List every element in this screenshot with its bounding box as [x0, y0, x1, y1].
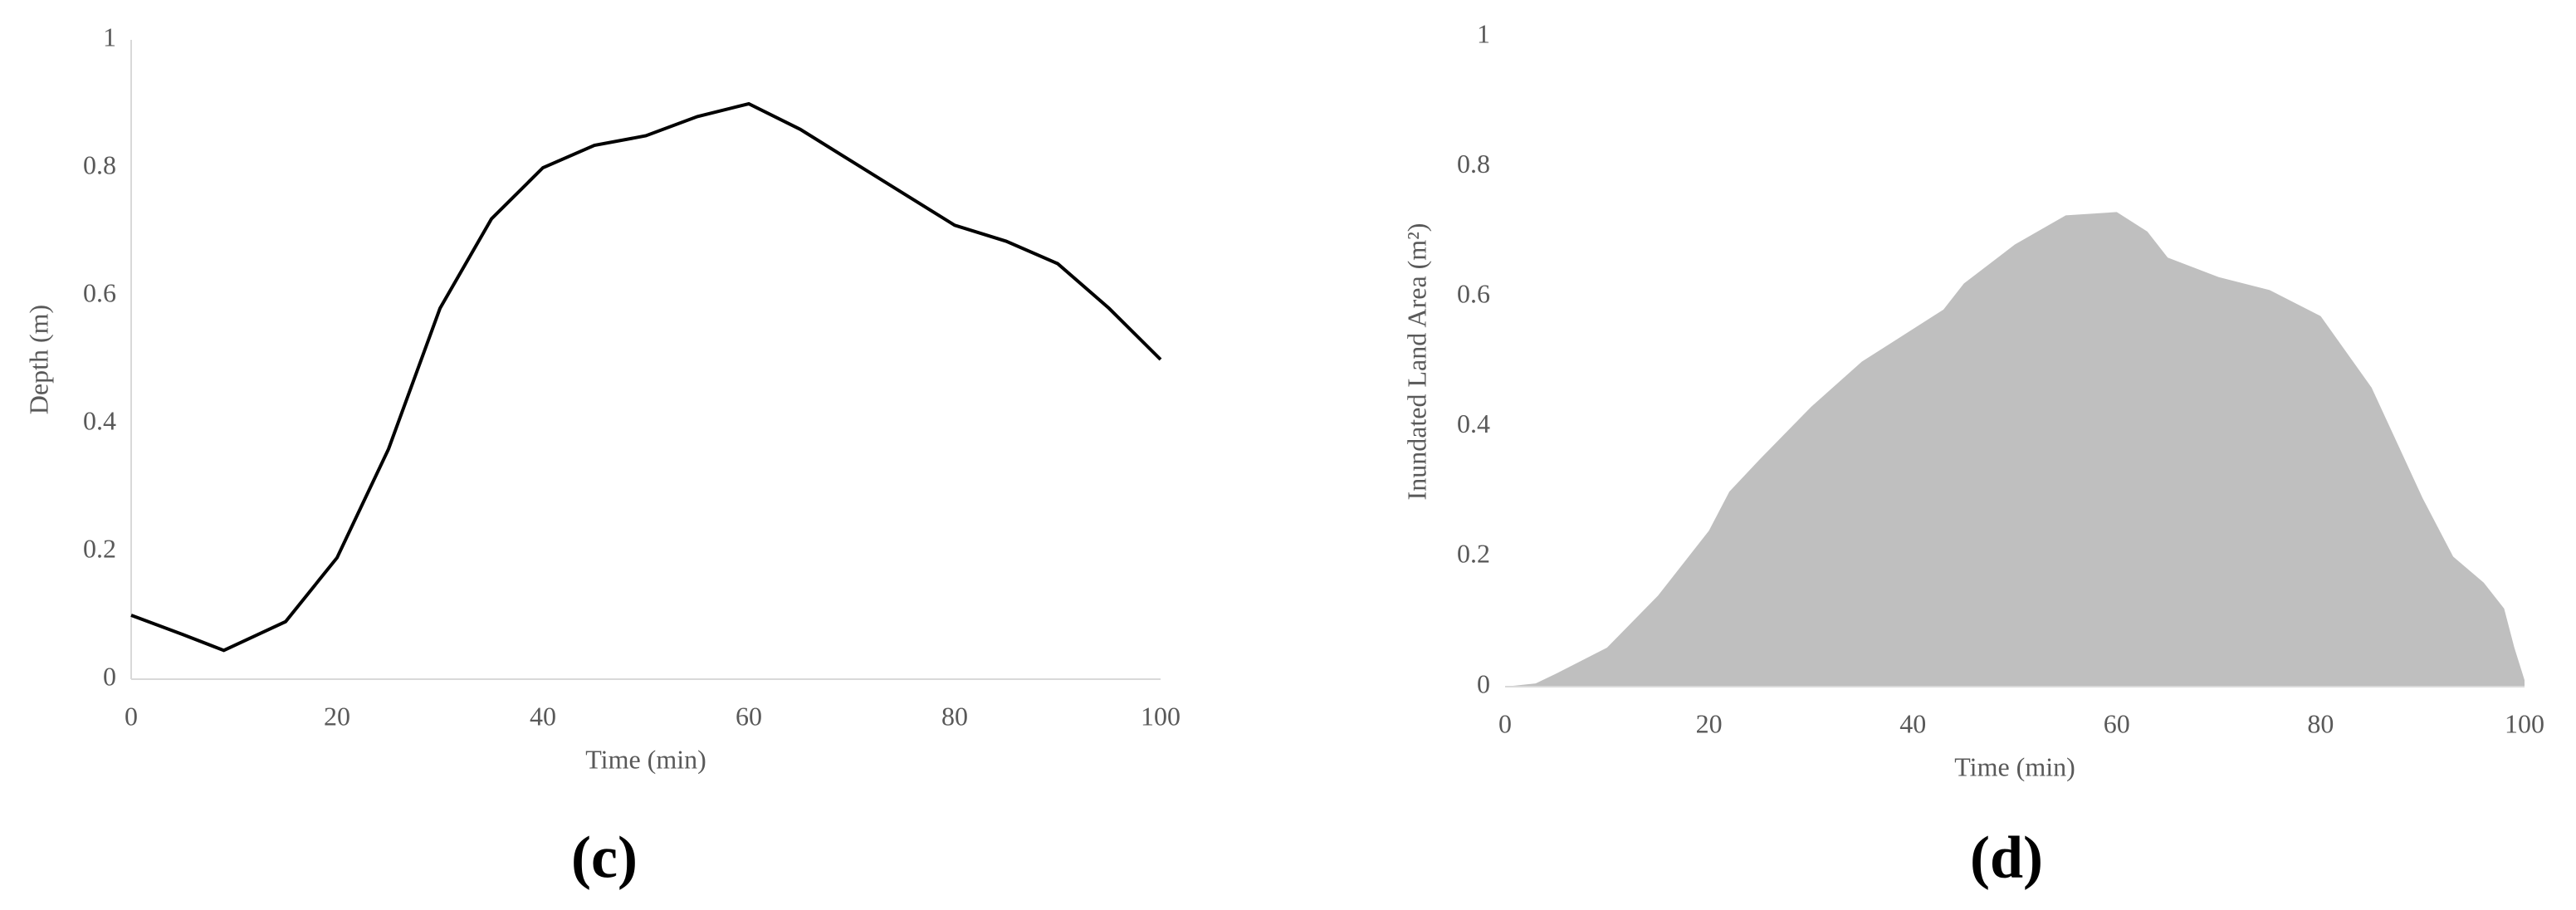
y-tick-label: 0.6: [83, 277, 116, 307]
panel-label: (d): [1970, 824, 2043, 891]
data-area: [1505, 212, 2525, 687]
y-tick-label: 0: [103, 661, 116, 691]
y-tick-label: 0: [1477, 668, 1490, 698]
panel-label: (c): [571, 824, 638, 891]
x-tick-label: 20: [324, 701, 350, 731]
y-axis-title: Depth (m): [23, 305, 53, 414]
y-tick-label: 1: [103, 22, 116, 51]
x-axis-title: Time (min): [1954, 751, 2075, 781]
x-tick-label: 40: [1899, 708, 1926, 738]
x-tick-label: 0: [1498, 708, 1512, 738]
x-tick-label: 60: [736, 701, 762, 731]
y-tick-label: 0.4: [1457, 409, 1490, 438]
x-tick-label: 100: [1141, 701, 1180, 731]
x-tick-label: 20: [1696, 708, 1723, 738]
y-tick-label: 0.2: [1457, 539, 1490, 569]
x-tick-label: 80: [941, 701, 968, 731]
y-tick-label: 1: [1477, 18, 1490, 48]
y-tick-label: 0.6: [1457, 279, 1490, 309]
x-axis-title: Time (min): [585, 744, 706, 774]
y-tick-label: 0.8: [1457, 149, 1490, 179]
x-tick-label: 80: [2307, 708, 2334, 738]
data-line: [130, 101, 1162, 653]
x-tick-label: 100: [2505, 708, 2544, 738]
x-tick-label: 60: [2104, 708, 2130, 738]
x-tick-label: 40: [530, 701, 556, 731]
y-axis-title: Inundated Land Area (m²): [1401, 223, 1431, 501]
y-tick-label: 0.4: [83, 405, 116, 435]
y-tick-label: 0.2: [83, 533, 116, 563]
x-tick-label: 0: [125, 701, 138, 731]
y-tick-label: 0.8: [83, 149, 116, 179]
